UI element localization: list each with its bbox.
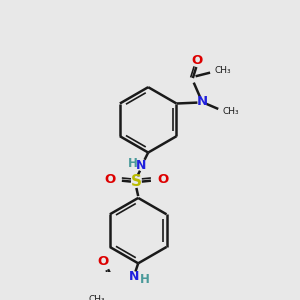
Text: O: O — [104, 173, 116, 186]
Text: N: N — [128, 270, 139, 284]
Text: S: S — [131, 174, 142, 189]
Text: O: O — [192, 54, 203, 67]
Text: CH₃: CH₃ — [214, 66, 231, 75]
Text: N: N — [196, 95, 208, 108]
Text: CH₃: CH₃ — [223, 107, 239, 116]
Text: H: H — [140, 273, 149, 286]
Text: H: H — [128, 157, 138, 170]
Text: N: N — [136, 159, 146, 172]
Text: O: O — [97, 255, 108, 268]
Text: CH₃: CH₃ — [88, 295, 105, 300]
Text: O: O — [157, 173, 168, 186]
